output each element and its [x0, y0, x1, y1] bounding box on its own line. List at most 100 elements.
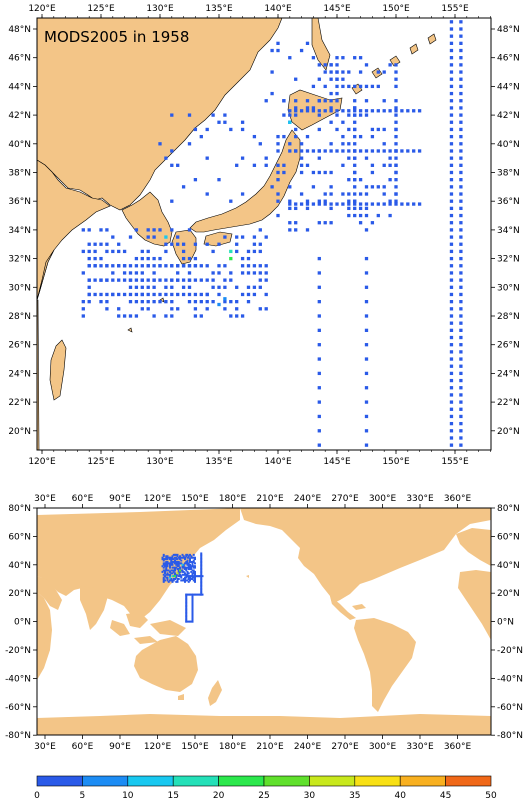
observation-cell — [370, 149, 375, 153]
observation-cell — [170, 572, 173, 575]
observation-cell — [185, 560, 188, 563]
observation-cell — [174, 559, 176, 562]
observation-cell — [187, 566, 190, 569]
observation-cell — [347, 206, 351, 211]
observation-cell — [294, 149, 298, 153]
observation-cell — [193, 314, 198, 318]
observation-cell — [364, 328, 369, 332]
observation-cell — [122, 314, 127, 318]
observation-cell — [194, 593, 196, 596]
observation-cell — [170, 559, 173, 562]
observation-cell — [200, 572, 203, 575]
observation-cell — [99, 228, 103, 232]
observation-cell — [193, 178, 198, 182]
observation-cell — [99, 292, 103, 297]
observation-cell — [358, 149, 363, 153]
observation-cell — [200, 586, 203, 589]
observation-cell — [449, 335, 454, 340]
observation-cell — [353, 127, 357, 132]
observation-cell — [200, 575, 203, 578]
observation-cell — [246, 249, 251, 254]
observation-cell — [317, 156, 321, 160]
observation-cell — [105, 242, 109, 246]
observation-cell — [264, 307, 268, 311]
observation-cell — [364, 400, 369, 404]
observation-cell — [364, 113, 369, 117]
observation-cell — [449, 414, 454, 419]
observation-cell — [81, 300, 85, 304]
observation-cell — [353, 156, 357, 160]
observation-cell — [193, 127, 198, 132]
observation-cell — [180, 556, 183, 559]
observation-cell — [211, 113, 215, 117]
observation-cell — [169, 558, 171, 561]
observation-cell — [162, 563, 165, 566]
observation-cell — [182, 579, 185, 582]
observation-cell — [187, 278, 192, 282]
observation-cell — [341, 134, 345, 139]
observation-cell — [191, 560, 194, 563]
observation-cell — [166, 560, 169, 563]
observation-cell — [170, 199, 174, 203]
observation-cell — [167, 573, 170, 576]
observation-cell — [181, 285, 186, 289]
observation-cell — [191, 565, 194, 568]
observation-cell — [140, 292, 144, 297]
observation-cell — [335, 70, 339, 74]
observation-cell — [217, 264, 221, 268]
observation-cell — [179, 573, 181, 576]
observation-cell — [388, 213, 392, 218]
colorbar-label: 20 — [213, 791, 225, 801]
observation-cell — [205, 264, 209, 268]
observation-cell — [165, 566, 168, 569]
observation-cell — [459, 113, 463, 117]
observation-cell — [317, 109, 321, 113]
observation-cell — [459, 292, 463, 297]
observation-cell — [162, 555, 165, 558]
observation-cell — [193, 307, 198, 311]
lat-tick-label-right: 38°N — [497, 169, 520, 179]
observation-cell — [164, 156, 168, 160]
observation-cell — [190, 620, 193, 623]
observation-cell — [171, 579, 174, 582]
observation-cell — [169, 576, 171, 579]
observation-cell — [187, 256, 192, 261]
observation-cell — [122, 249, 127, 254]
observation-cell — [170, 578, 173, 580]
lat-tick-label-right: 24°N — [497, 369, 520, 379]
observation-cell — [170, 558, 173, 561]
observation-cell — [329, 221, 333, 225]
global-lon-tick-bottom: 180°E — [219, 742, 247, 752]
observation-cell — [170, 307, 174, 311]
global-lat-tick-left: 40°N — [8, 561, 31, 571]
observation-cell — [191, 578, 194, 580]
observation-cell — [317, 256, 321, 261]
observation-cell — [181, 185, 186, 189]
observation-cell — [246, 256, 251, 261]
observation-cell — [299, 109, 304, 113]
observation-cell — [276, 41, 280, 45]
observation-cell — [134, 228, 139, 232]
observation-cell — [165, 563, 168, 566]
observation-cell — [341, 56, 345, 60]
observation-cell — [388, 199, 392, 203]
observation-cell — [174, 560, 176, 563]
observation-cell — [329, 192, 333, 196]
observation-cell — [459, 27, 463, 31]
observation-cell — [229, 249, 233, 254]
observation-cell — [449, 91, 454, 96]
observation-cell — [305, 106, 310, 110]
observation-cell — [191, 617, 194, 620]
observation-cell — [240, 256, 245, 261]
observation-cell — [288, 228, 292, 232]
colorbar-label: 15 — [167, 791, 178, 801]
observation-cell — [165, 560, 168, 563]
observation-cell — [317, 314, 321, 318]
lat-tick-label-left: 46°N — [8, 54, 31, 64]
global-lat-tick-right: 80°N — [497, 504, 520, 514]
observation-cell — [246, 264, 251, 268]
observation-cell — [223, 120, 227, 124]
observation-cell — [459, 70, 463, 74]
observation-cell — [364, 371, 369, 376]
observation-cell — [134, 292, 139, 297]
